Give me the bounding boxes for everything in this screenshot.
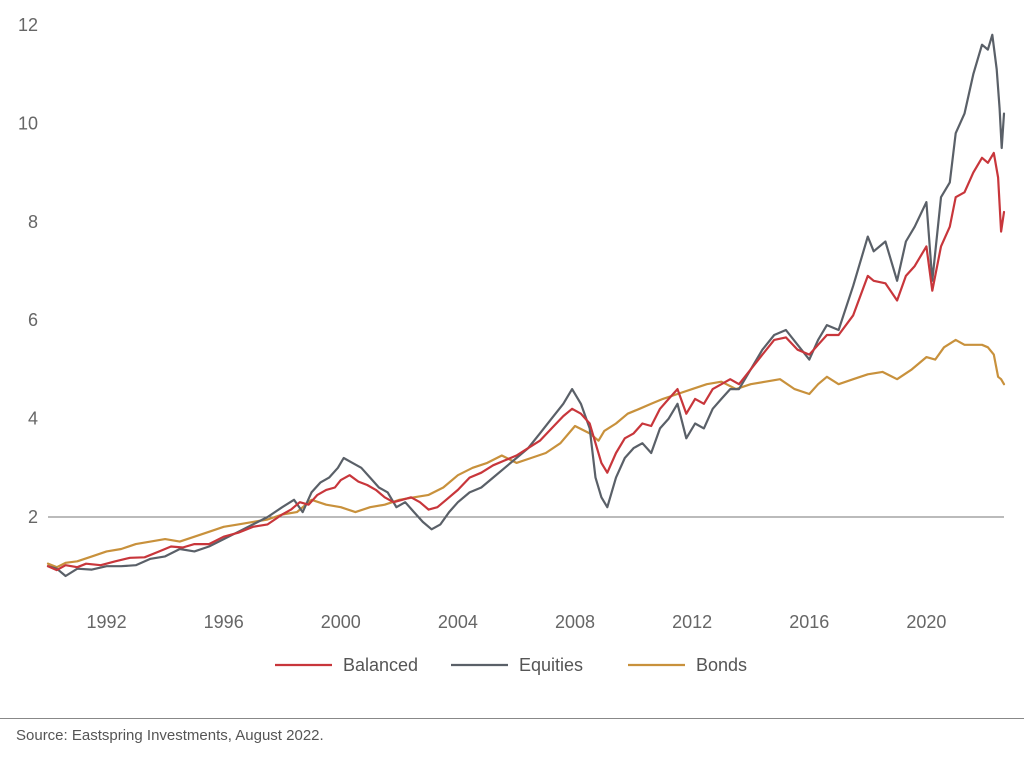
- y-tick-label-4: 4: [28, 409, 38, 429]
- line-chart: 2 4 6 8 10 12 1992 1996 2000 2004 2008 2012 2016 202…: [18, 15, 1006, 675]
- y-tick-label-10: 10: [18, 113, 38, 133]
- y-axis-ticks: 2 4 6 8 10 12: [18, 15, 38, 527]
- source-note: Source: Eastspring Investments, August 2…: [16, 727, 324, 744]
- series-line-equities: [46, 33, 1006, 578]
- x-tick-label-1992: 1992: [87, 612, 127, 632]
- y-tick-label-2: 2: [28, 507, 38, 527]
- legend-label-balanced: Balanced: [343, 655, 418, 675]
- x-tick-label-2008: 2008: [555, 612, 595, 632]
- x-tick-label-2012: 2012: [672, 612, 712, 632]
- x-tick-label-2004: 2004: [438, 612, 478, 632]
- legend-label-bonds: Bonds: [696, 655, 747, 675]
- x-tick-label-2020: 2020: [906, 612, 946, 632]
- x-tick-label-2000: 2000: [321, 612, 361, 632]
- y-tick-label-6: 6: [28, 310, 38, 330]
- x-tick-label-1996: 1996: [204, 612, 244, 632]
- x-axis-ticks: 1992 1996 2000 2004 2008 2012 2016 2020: [87, 612, 947, 632]
- legend: Balanced Equities Bonds: [275, 655, 747, 675]
- x-tick-label-2016: 2016: [789, 612, 829, 632]
- series-layer: [46, 33, 1006, 578]
- series-line-balanced: [46, 151, 1006, 572]
- series-line-bonds: [46, 338, 1006, 569]
- y-tick-label-8: 8: [28, 212, 38, 232]
- footer-divider: [0, 718, 1024, 719]
- y-tick-label-12: 12: [18, 15, 38, 35]
- legend-label-equities: Equities: [519, 655, 583, 675]
